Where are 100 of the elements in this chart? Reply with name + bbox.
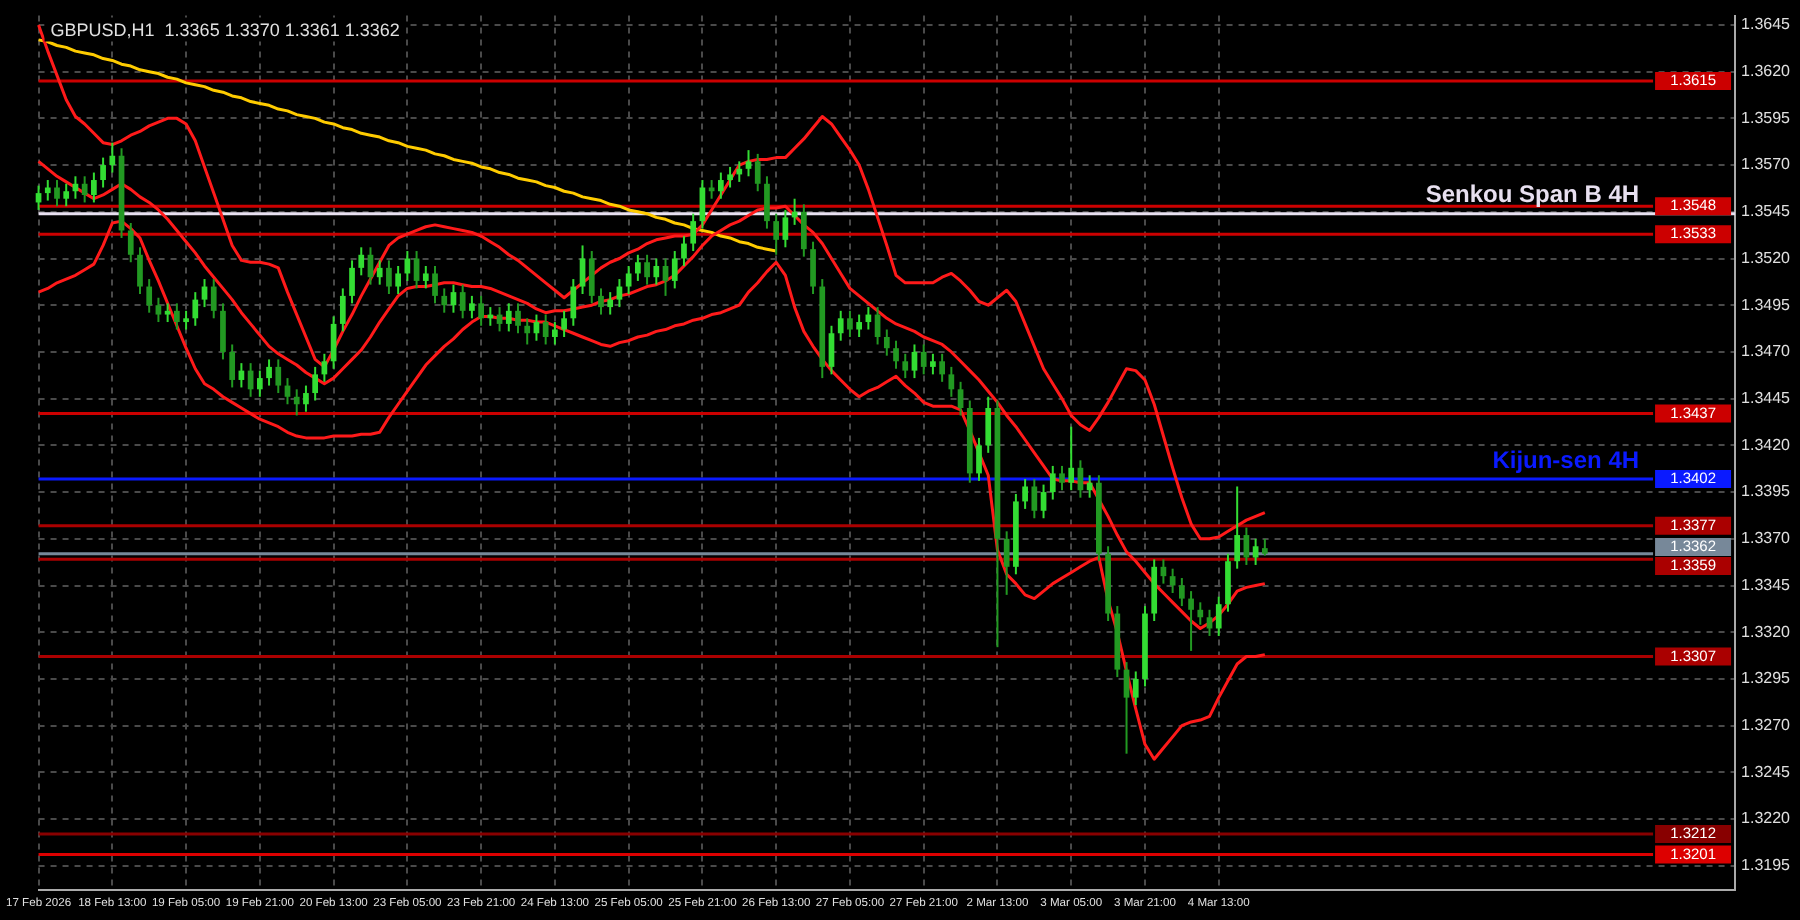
y-tick-label: 1.3395 bbox=[1741, 482, 1792, 501]
candlestick bbox=[164, 302, 171, 324]
candlestick bbox=[210, 278, 217, 320]
candlestick bbox=[1197, 601, 1204, 626]
candlestick bbox=[395, 264, 401, 296]
candlestick bbox=[275, 358, 282, 395]
candlestick bbox=[671, 250, 678, 290]
candlestick bbox=[1234, 485, 1241, 570]
candlestick bbox=[1169, 567, 1176, 594]
candlestick bbox=[1215, 595, 1222, 637]
candlestick bbox=[1049, 464, 1056, 501]
candlestick bbox=[1022, 478, 1028, 510]
candlestick bbox=[552, 321, 558, 346]
candlestick bbox=[598, 287, 604, 316]
y-tick-label: 1.3295 bbox=[1741, 669, 1792, 688]
candlestick bbox=[127, 222, 134, 264]
y-tick-label: 1.3370 bbox=[1741, 529, 1792, 548]
candlestick bbox=[847, 309, 853, 338]
candlestick bbox=[303, 384, 309, 413]
candlestick bbox=[690, 212, 697, 253]
candlestick bbox=[376, 259, 383, 286]
candlestick bbox=[1003, 530, 1010, 596]
candlestick bbox=[312, 365, 319, 402]
y-tick-label: 1.3470 bbox=[1741, 342, 1792, 361]
candlestick bbox=[883, 328, 890, 357]
candlestick bbox=[137, 246, 143, 296]
candlestick bbox=[432, 264, 438, 305]
candlestick bbox=[386, 259, 392, 296]
y-tick-label: 1.3195 bbox=[1741, 856, 1792, 875]
candlestick bbox=[727, 165, 733, 189]
candlestick bbox=[220, 302, 226, 361]
y-tick-label: 1.3445 bbox=[1741, 389, 1792, 408]
candlestick bbox=[441, 287, 448, 314]
candlestick bbox=[63, 182, 70, 208]
candlestick bbox=[349, 259, 355, 305]
candlestick bbox=[109, 141, 116, 174]
candlestick bbox=[893, 339, 899, 370]
candlestick bbox=[81, 175, 88, 204]
candlestick bbox=[478, 294, 484, 327]
candlestick bbox=[985, 395, 992, 454]
y-tick-label: 1.3570 bbox=[1741, 155, 1792, 174]
candlestick bbox=[266, 358, 272, 387]
candlestick bbox=[515, 302, 521, 335]
candlestick bbox=[155, 296, 162, 324]
candlestick bbox=[229, 343, 236, 389]
candlestick bbox=[1031, 478, 1038, 520]
candlestick bbox=[782, 208, 789, 249]
candlestick bbox=[837, 309, 844, 342]
candlestick bbox=[856, 313, 863, 338]
candlestick bbox=[736, 160, 743, 183]
candlestick bbox=[1188, 590, 1194, 652]
y-tick-label: 1.3220 bbox=[1741, 809, 1792, 828]
y-tick-label: 1.3345 bbox=[1741, 575, 1792, 594]
y-tick-label: 1.3270 bbox=[1741, 716, 1792, 735]
candlestick bbox=[422, 264, 429, 290]
candlestick bbox=[358, 246, 365, 277]
candlestick bbox=[920, 343, 927, 376]
candlestick bbox=[256, 369, 263, 398]
candlestick bbox=[681, 235, 687, 267]
candlestick bbox=[44, 179, 51, 202]
y-tick-label: 1.3645 bbox=[1741, 15, 1792, 34]
candlestick bbox=[902, 352, 909, 380]
candlestick bbox=[764, 175, 770, 230]
candlestick bbox=[293, 388, 300, 417]
candlestick bbox=[469, 294, 475, 320]
candlestick bbox=[1225, 552, 1231, 613]
candlestick bbox=[939, 352, 945, 383]
candlestick bbox=[717, 171, 724, 200]
candlestick bbox=[1132, 670, 1139, 707]
annotation: Senkou Span B 4H bbox=[1425, 180, 1640, 209]
candlestick bbox=[542, 313, 549, 346]
candlestick bbox=[635, 253, 641, 282]
candlestick bbox=[1059, 464, 1065, 492]
candlestick bbox=[930, 352, 936, 376]
candlestick bbox=[174, 302, 180, 331]
candlestick bbox=[524, 317, 531, 346]
candlestick bbox=[754, 152, 761, 193]
y-tick-label: 1.3520 bbox=[1741, 248, 1792, 267]
candlestick bbox=[644, 253, 650, 286]
candlestick bbox=[100, 156, 106, 189]
y-tick-label: 1.3245 bbox=[1741, 762, 1792, 781]
candlestick bbox=[54, 179, 60, 208]
candlestick bbox=[653, 257, 660, 286]
candlestick bbox=[1086, 474, 1093, 499]
candlestick bbox=[773, 212, 780, 256]
y-tick-label: 1.3595 bbox=[1741, 108, 1792, 127]
candlestick bbox=[339, 287, 346, 333]
candlestick bbox=[745, 149, 752, 178]
candlestick bbox=[1151, 558, 1158, 623]
chart-title: GBPUSD,H1 1.3365 1.3370 1.3361 1.3362 bbox=[50, 19, 400, 40]
candlestick bbox=[948, 365, 955, 398]
y-tick-label: 1.3495 bbox=[1741, 295, 1792, 314]
candlestick bbox=[183, 309, 189, 331]
candlestick bbox=[1178, 577, 1185, 608]
candlestick bbox=[976, 436, 982, 482]
y-tick-label: 1.3620 bbox=[1741, 62, 1792, 81]
y-tick-label: 1.3420 bbox=[1741, 435, 1792, 454]
candlestick bbox=[570, 278, 577, 327]
candlestick bbox=[459, 283, 466, 320]
candlestick bbox=[146, 278, 153, 314]
